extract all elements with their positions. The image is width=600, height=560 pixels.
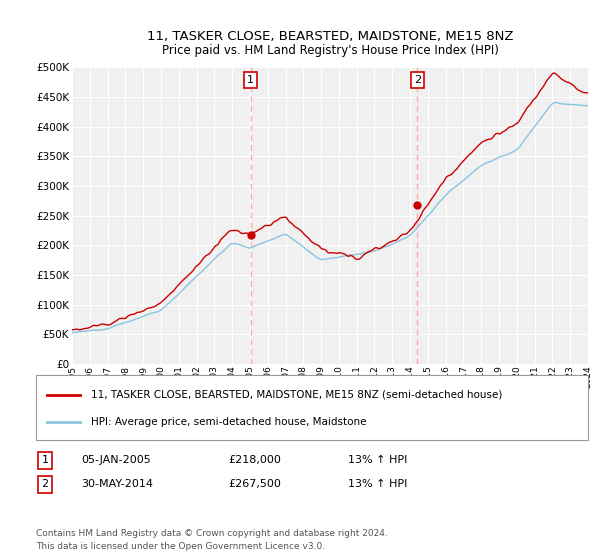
Text: 1: 1	[247, 75, 254, 85]
Text: £267,500: £267,500	[228, 479, 281, 489]
Text: 1: 1	[41, 455, 49, 465]
Text: 2: 2	[414, 75, 421, 85]
Text: Price paid vs. HM Land Registry's House Price Index (HPI): Price paid vs. HM Land Registry's House …	[161, 44, 499, 57]
FancyBboxPatch shape	[36, 375, 588, 440]
Text: 05-JAN-2005: 05-JAN-2005	[81, 455, 151, 465]
Text: 30-MAY-2014: 30-MAY-2014	[81, 479, 153, 489]
Text: HPI: Average price, semi-detached house, Maidstone: HPI: Average price, semi-detached house,…	[91, 417, 367, 427]
Text: 11, TASKER CLOSE, BEARSTED, MAIDSTONE, ME15 8NZ (semi-detached house): 11, TASKER CLOSE, BEARSTED, MAIDSTONE, M…	[91, 390, 503, 399]
Text: 2: 2	[41, 479, 49, 489]
Text: 11, TASKER CLOSE, BEARSTED, MAIDSTONE, ME15 8NZ: 11, TASKER CLOSE, BEARSTED, MAIDSTONE, M…	[147, 30, 513, 43]
Text: 13% ↑ HPI: 13% ↑ HPI	[348, 455, 407, 465]
Text: 13% ↑ HPI: 13% ↑ HPI	[348, 479, 407, 489]
Text: Contains HM Land Registry data © Crown copyright and database right 2024.
This d: Contains HM Land Registry data © Crown c…	[36, 529, 388, 550]
Text: £218,000: £218,000	[228, 455, 281, 465]
